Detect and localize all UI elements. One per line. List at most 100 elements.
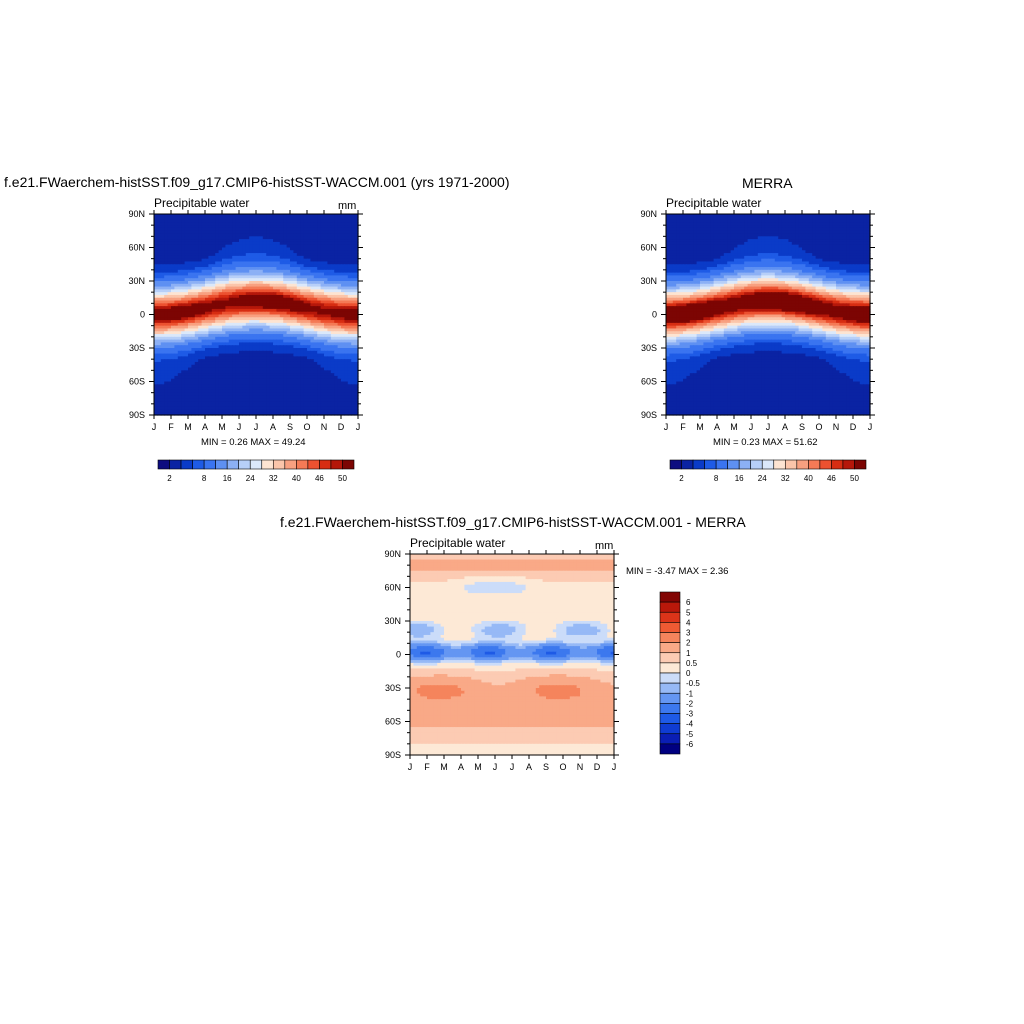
field-cell [167,258,172,263]
field-cell [273,334,277,338]
field-cell [290,395,294,399]
field-cell [344,339,349,344]
field-cell [273,294,277,299]
field-cell [174,345,179,349]
field-cell [269,353,274,357]
field-cell [351,255,356,260]
field-cell [177,230,182,235]
field-cell [262,401,267,405]
field-cell [184,214,189,218]
field-cell [819,222,823,226]
field-cell [205,401,209,405]
field-cell [266,403,271,408]
field-cell [337,303,342,307]
field-cell [266,406,271,411]
field-cell [279,250,284,254]
field-cell [181,281,186,285]
field-cell [167,272,172,277]
field-cell [279,214,284,218]
field-cell [262,364,267,369]
field-cell [798,227,803,232]
field-cell [242,348,247,352]
field-cell [344,216,349,221]
field-cell [286,230,291,235]
field-cell [225,375,230,380]
field-cell [242,239,247,243]
field-cell [819,233,823,237]
field-cell [218,401,223,405]
field-cell [310,225,315,229]
field-cell [191,381,196,385]
field-cell [191,219,196,223]
field-cell [273,339,277,344]
field-cell [303,281,308,285]
field-cell [334,375,339,380]
field-cell [313,272,318,277]
field-cell [300,392,305,397]
field-cell [191,353,196,357]
field-cell [157,353,162,357]
field-cell [160,378,165,383]
field-cell [273,320,277,324]
field-cell [225,370,230,374]
field-cell [290,384,294,388]
field-cell [157,286,162,290]
field-cell [669,230,674,235]
field-cell [307,272,311,277]
field-cell [205,364,209,369]
field-cell [269,406,274,411]
field-cell [296,219,301,223]
field-cell [160,381,165,385]
field-cell [822,219,827,223]
field-cell [184,389,189,394]
field-cell [225,403,230,408]
field-cell [242,227,247,232]
field-cell [208,364,213,369]
field-cell [307,375,311,380]
field-cell [354,339,359,344]
field-cell [177,350,182,355]
field-cell [160,350,165,355]
field-cell [184,367,189,371]
field-cell [167,401,172,405]
field-cell [317,375,322,380]
field-cell [262,244,267,249]
field-cell [337,286,342,290]
field-cell [273,286,277,290]
field-cell [181,389,186,394]
field-cell [327,389,332,394]
field-cell [347,334,352,338]
field-cell [269,308,274,313]
field-cell [266,300,271,304]
field-cell [283,244,288,249]
field-cell [228,278,233,282]
field-cell [279,373,284,377]
field-cell [347,269,352,274]
field-cell [751,227,755,232]
field-cell [768,214,772,218]
field-cell [351,375,356,380]
field-cell [184,345,189,349]
field-cell [676,233,681,237]
field-cell [303,283,308,288]
field-cell [228,269,233,274]
field-cell [341,317,345,321]
field-cell [266,375,271,380]
field-cell [235,370,240,374]
field-cell [337,311,342,316]
field-cell [669,219,674,223]
field-cell [177,375,182,380]
field-cell [262,227,267,232]
field-cell [764,214,769,218]
field-cell [354,236,359,240]
field-cell [225,381,230,385]
field-cell [334,328,339,332]
field-cell [290,412,294,416]
field-cell [171,247,175,251]
field-cell [174,216,179,221]
field-cell [279,401,284,405]
field-cell [252,325,257,330]
field-cell [256,297,260,302]
field-cell [184,306,189,310]
field-cell [262,412,267,416]
